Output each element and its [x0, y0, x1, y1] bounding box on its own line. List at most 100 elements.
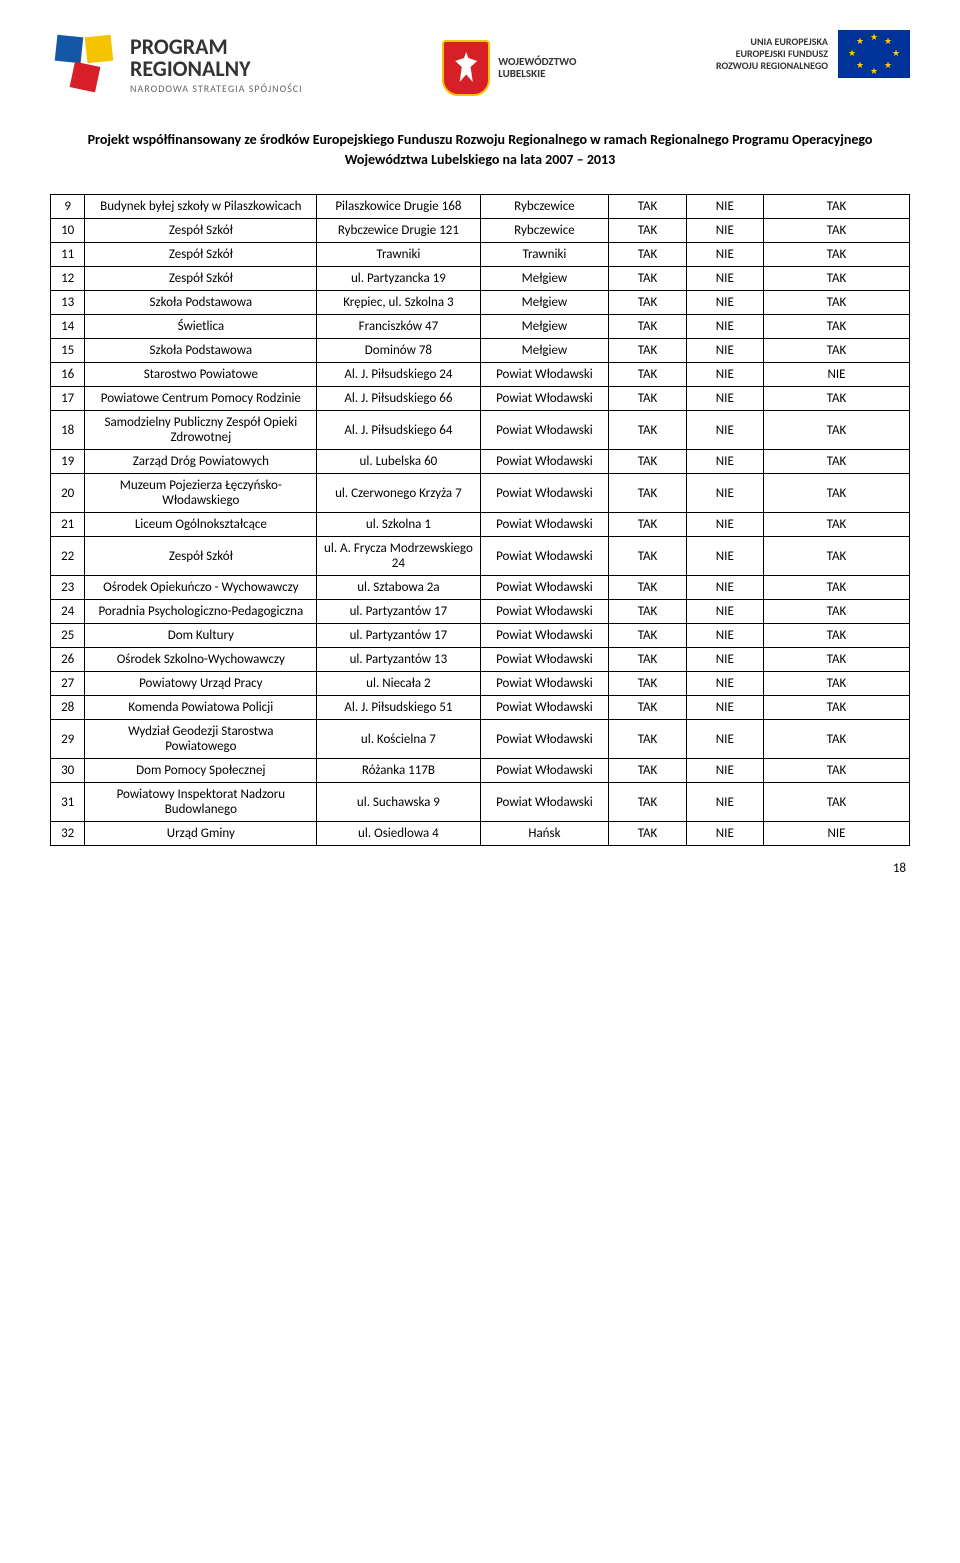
cell-c3: TAK [763, 672, 909, 696]
cell-c2: NIE [686, 783, 763, 822]
cell-address: ul. Kościelna 7 [317, 720, 480, 759]
table-row: 17Powiatowe Centrum Pomocy RodzinieAl. J… [51, 387, 910, 411]
cell-c2: NIE [686, 450, 763, 474]
table-row: 24Poradnia Psychologiczno-Pedagogicznaul… [51, 600, 910, 624]
cell-gmina: Rybczewice [480, 219, 609, 243]
cell-num: 21 [51, 513, 85, 537]
cell-name: Powiatowe Centrum Pomocy Rodzinie [85, 387, 317, 411]
cell-c1: TAK [609, 291, 686, 315]
cell-name: Komenda Powiatowa Policji [85, 696, 317, 720]
cell-name: Zespół Szkół [85, 243, 317, 267]
header-logos: PROGRAM REGIONALNY NARODOWA STRATEGIA SP… [50, 30, 910, 100]
cell-c1: TAK [609, 513, 686, 537]
table-row: 12Zespół Szkółul. Partyzancka 19MełgiewT… [51, 267, 910, 291]
table-row: 31Powiatowy Inspektorat Nadzoru Budowlan… [51, 783, 910, 822]
cell-num: 15 [51, 339, 85, 363]
cell-c1: TAK [609, 600, 686, 624]
cell-address: Różanka 117B [317, 759, 480, 783]
table-row: 15Szkoła PodstawowaDominów 78MełgiewTAKN… [51, 339, 910, 363]
cell-gmina: Powiat Włodawski [480, 759, 609, 783]
cell-c1: TAK [609, 411, 686, 450]
cell-c2: NIE [686, 243, 763, 267]
cell-c2: NIE [686, 672, 763, 696]
eu-flag-icon: ★ ★ ★ ★ ★ ★ ★ ★ [838, 30, 910, 78]
cell-num: 9 [51, 195, 85, 219]
page-number: 18 [50, 861, 910, 876]
cell-c2: NIE [686, 600, 763, 624]
cell-c1: TAK [609, 783, 686, 822]
cell-c2: NIE [686, 474, 763, 513]
table-row: 10Zespół SzkółRybczewice Drugie 121Rybcz… [51, 219, 910, 243]
cell-c3: NIE [763, 822, 909, 846]
coat-of-arms-icon [442, 40, 490, 96]
eu-logo: UNIA EUROPEJSKA EUROPEJSKI FUNDUSZ ROZWO… [716, 30, 910, 78]
cell-num: 12 [51, 267, 85, 291]
cell-c2: NIE [686, 339, 763, 363]
eu-text: UNIA EUROPEJSKA EUROPEJSKI FUNDUSZ ROZWO… [716, 36, 828, 72]
pr-logo-icon [50, 30, 120, 100]
cell-gmina: Powiat Włodawski [480, 624, 609, 648]
cell-gmina: Powiat Włodawski [480, 411, 609, 450]
cell-address: ul. Szkolna 1 [317, 513, 480, 537]
table-row: 18Samodzielny Publiczny Zespół Opieki Zd… [51, 411, 910, 450]
cell-c3: TAK [763, 195, 909, 219]
cell-name: Ośrodek Szkolno-Wychowawczy [85, 648, 317, 672]
table-row: 32Urząd Gminyul. Osiedlowa 4HańskTAKNIEN… [51, 822, 910, 846]
cell-gmina: Mełgiew [480, 267, 609, 291]
table-row: 27Powiatowy Urząd Pracyul. Niecała 2Powi… [51, 672, 910, 696]
cell-c1: TAK [609, 648, 686, 672]
cell-address: Al. J. Piłsudskiego 64 [317, 411, 480, 450]
cell-name: Liceum Ogólnokształcące [85, 513, 317, 537]
cell-c3: TAK [763, 648, 909, 672]
cell-address: ul. Sztabowa 2a [317, 576, 480, 600]
cell-c1: TAK [609, 387, 686, 411]
cell-c2: NIE [686, 822, 763, 846]
cell-c1: TAK [609, 243, 686, 267]
cell-gmina: Powiat Włodawski [480, 672, 609, 696]
table-row: 14ŚwietlicaFranciszków 47MełgiewTAKNIETA… [51, 315, 910, 339]
cell-gmina: Powiat Włodawski [480, 363, 609, 387]
cell-num: 22 [51, 537, 85, 576]
table-row: 23Ośrodek Opiekuńczo - Wychowawczyul. Sz… [51, 576, 910, 600]
cell-c3: TAK [763, 720, 909, 759]
cell-name: Starostwo Powiatowe [85, 363, 317, 387]
table-row: 19Zarząd Dróg Powiatowychul. Lubelska 60… [51, 450, 910, 474]
cell-address: ul. Suchawska 9 [317, 783, 480, 822]
table-row: 28Komenda Powiatowa PolicjiAl. J. Piłsud… [51, 696, 910, 720]
cell-c2: NIE [686, 624, 763, 648]
cell-gmina: Powiat Włodawski [480, 513, 609, 537]
cell-name: Zespół Szkół [85, 219, 317, 243]
cell-gmina: Powiat Włodawski [480, 696, 609, 720]
cell-address: Rybczewice Drugie 121 [317, 219, 480, 243]
cell-num: 32 [51, 822, 85, 846]
cell-num: 19 [51, 450, 85, 474]
cell-c3: TAK [763, 411, 909, 450]
cell-address: Trawniki [317, 243, 480, 267]
cell-c2: NIE [686, 696, 763, 720]
cell-gmina: Trawniki [480, 243, 609, 267]
cell-num: 30 [51, 759, 85, 783]
cell-c1: TAK [609, 195, 686, 219]
cell-c1: TAK [609, 474, 686, 513]
cell-c3: TAK [763, 513, 909, 537]
cell-address: Al. J. Piłsudskiego 66 [317, 387, 480, 411]
cell-num: 25 [51, 624, 85, 648]
cell-c1: TAK [609, 339, 686, 363]
cell-c2: NIE [686, 537, 763, 576]
cell-name: Budynek byłej szkoły w Pilaszkowicach [85, 195, 317, 219]
cell-address: Franciszków 47 [317, 315, 480, 339]
cell-num: 17 [51, 387, 85, 411]
cell-name: Dom Kultury [85, 624, 317, 648]
cell-c2: NIE [686, 267, 763, 291]
eu-line3: ROZWOJU REGIONALNEGO [716, 60, 828, 72]
table-row: 11Zespół SzkółTrawnikiTrawnikiTAKNIETAK [51, 243, 910, 267]
cell-gmina: Powiat Włodawski [480, 600, 609, 624]
cell-address: ul. Partyzancka 19 [317, 267, 480, 291]
cell-c1: TAK [609, 624, 686, 648]
cell-address: Al. J. Piłsudskiego 51 [317, 696, 480, 720]
cell-name: Samodzielny Publiczny Zespół Opieki Zdro… [85, 411, 317, 450]
cell-num: 28 [51, 696, 85, 720]
cell-gmina: Powiat Włodawski [480, 648, 609, 672]
cell-num: 18 [51, 411, 85, 450]
cell-address: ul. A. Frycza Modrzewskiego 24 [317, 537, 480, 576]
